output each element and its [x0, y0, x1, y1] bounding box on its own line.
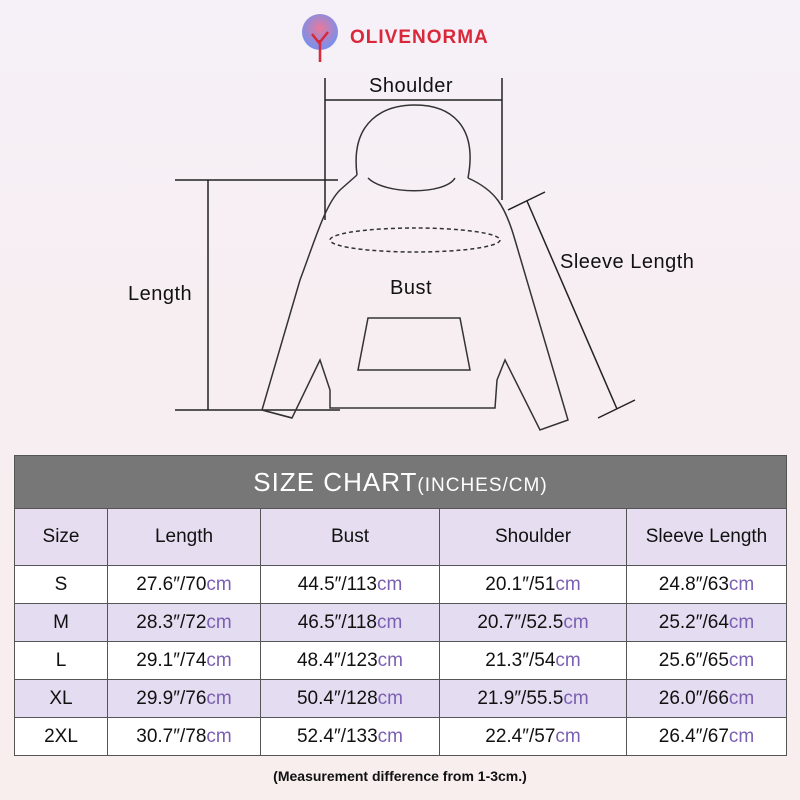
sleeve-measure-line	[507, 191, 636, 419]
table-row: 2XL 30.7″/78cm 52.4″/133cm 22.4″/57cm 26.4″/…	[14, 717, 787, 756]
size-cell: XL	[14, 679, 108, 718]
measurement-value: 48.4″/123	[296, 649, 378, 671]
table-row: XL 29.9″/76cm 50.4″/128cm 21.9″/55.5cm 26.0″…	[14, 679, 787, 718]
column-header-row: Size Length Bust Shoulder Sleeve Length	[14, 508, 787, 566]
size-chart-title-row: SIZE CHART(INCHES/CM)	[14, 455, 787, 509]
measurement-value: 20.1″/51	[485, 573, 556, 595]
unit-cm: cm	[206, 687, 232, 709]
measurement-cell: 52.4″/133cm	[260, 717, 440, 756]
measurement-value: 21.9″/55.5	[477, 687, 564, 709]
measurement-value: 29.1″/74	[136, 649, 207, 671]
unit-cm: cm	[555, 649, 581, 671]
unit-cm: cm	[376, 611, 403, 633]
measurement-value: 50.4″/128	[296, 687, 378, 709]
unit-cm: cm	[376, 573, 403, 595]
measurement-cell: 20.1″/51cm	[439, 565, 627, 604]
measurement-value: 52.4″/133	[296, 725, 378, 747]
unit-cm: cm	[555, 573, 581, 595]
unit-cm: cm	[728, 573, 755, 595]
tree-logo-icon	[302, 14, 338, 62]
size-chart-title: SIZE CHART	[253, 466, 418, 497]
measurement-note: (Measurement difference from 1-3cm.)	[273, 768, 527, 784]
unit-cm: cm	[555, 725, 581, 747]
unit-cm: cm	[377, 687, 403, 709]
unit-cm: cm	[728, 649, 755, 671]
hoodie-outline	[261, 104, 569, 431]
measurement-value: 22.4″/57	[485, 725, 556, 747]
measurement-value: 25.6″/65	[658, 649, 729, 671]
measurement-cell: 27.6″/70cm	[107, 565, 261, 604]
measurement-cell: 26.0″/66cm	[626, 679, 787, 718]
size-cell: 2XL	[14, 717, 108, 756]
unit-cm: cm	[563, 611, 589, 633]
measurement-cell: 25.2″/64cm	[626, 603, 787, 642]
unit-cm: cm	[728, 611, 755, 633]
measurement-cell: 26.4″/67cm	[626, 717, 787, 756]
unit-cm: cm	[728, 687, 755, 709]
measurement-value: 26.0″/66	[658, 687, 729, 709]
measurement-value: 25.2″/64	[658, 611, 729, 633]
measurement-cell: 22.4″/57cm	[439, 717, 627, 756]
measurement-value: 20.7″/52.5	[477, 611, 564, 633]
column-header-bust: Bust	[260, 508, 440, 566]
measurement-cell: 20.7″/52.5cm	[439, 603, 627, 642]
unit-cm: cm	[563, 687, 589, 709]
size-chart-unit: (INCHES/CM)	[417, 474, 548, 496]
shoulder-measure-line	[324, 78, 503, 220]
measurement-cell: 24.8″/63cm	[626, 565, 787, 604]
size-chart-table: SIZE CHART(INCHES/CM) Size Length Bust S…	[14, 455, 787, 756]
unit-cm: cm	[728, 725, 755, 747]
measurement-cell: 29.1″/74cm	[107, 641, 261, 680]
unit-cm: cm	[206, 611, 232, 633]
measurement-cell: 44.5″/113cm	[260, 565, 440, 604]
unit-cm: cm	[377, 725, 403, 747]
brand-name: OLIVENORMA	[350, 27, 489, 48]
measurement-value: 21.3″/54	[485, 649, 556, 671]
table-row: S 27.6″/70cm 44.5″/113cm 20.1″/51cm 24.8″/63…	[14, 565, 787, 604]
length-measure-line	[175, 179, 340, 411]
table-row: L 29.1″/74cm 48.4″/123cm 21.3″/54cm 25.6″/65…	[14, 641, 787, 680]
measurement-value: 29.9″/76	[136, 687, 207, 709]
measurement-value: 30.7″/78	[136, 725, 207, 747]
bust-label: Bust	[390, 277, 433, 299]
size-cell: L	[14, 641, 108, 680]
measurement-cell: 48.4″/123cm	[260, 641, 440, 680]
column-header-shoulder: Shoulder	[439, 508, 627, 566]
measurement-cell: 30.7″/78cm	[107, 717, 261, 756]
measurement-value: 27.6″/70	[136, 573, 207, 595]
measurement-cell: 28.3″/72cm	[107, 603, 261, 642]
measurement-cell: 25.6″/65cm	[626, 641, 787, 680]
unit-cm: cm	[206, 725, 232, 747]
table-row: M 28.3″/72cm 46.5″/118cm 20.7″/52.5cm 25.2″/…	[14, 603, 787, 642]
unit-cm: cm	[377, 649, 403, 671]
hoodie-diagram	[175, 78, 636, 431]
shoulder-label: Shoulder	[369, 75, 454, 97]
column-header-length: Length	[107, 508, 261, 566]
measurement-cell: 21.9″/55.5cm	[439, 679, 627, 718]
measurement-cell: 29.9″/76cm	[107, 679, 261, 718]
measurement-value: 44.5″/113	[297, 573, 377, 595]
measurement-cell: 46.5″/118cm	[260, 603, 440, 642]
unit-cm: cm	[206, 573, 232, 595]
column-header-size: Size	[14, 508, 108, 566]
sleeve-length-label: Sleeve Length	[560, 251, 695, 273]
unit-cm: cm	[206, 649, 232, 671]
size-cell: S	[14, 565, 108, 604]
column-header-sleeve-length: Sleeve Length	[626, 508, 787, 566]
length-label: Length	[128, 283, 193, 305]
measurement-cell: 21.3″/54cm	[439, 641, 627, 680]
measurement-cell: 50.4″/128cm	[260, 679, 440, 718]
measurement-value: 24.8″/63	[658, 573, 729, 595]
measurement-value: 26.4″/67	[658, 725, 729, 747]
measurement-value: 28.3″/72	[136, 611, 207, 633]
measurement-value: 46.5″/118	[297, 611, 377, 633]
size-cell: M	[14, 603, 108, 642]
brand-logo: OLIVENORMA	[298, 12, 489, 64]
